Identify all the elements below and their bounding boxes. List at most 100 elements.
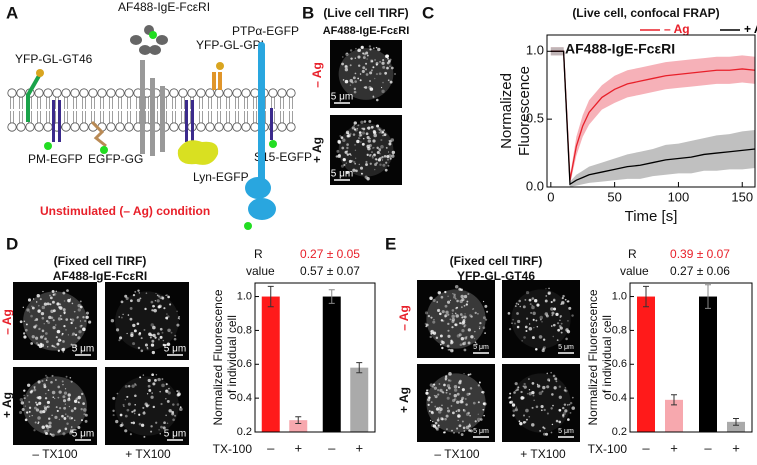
speckle	[515, 389, 517, 392]
speckle	[441, 310, 445, 314]
speckle	[134, 290, 137, 293]
speckle	[368, 45, 372, 48]
speckle	[354, 57, 357, 59]
speckle	[372, 139, 376, 143]
speckle	[55, 290, 57, 293]
speckle	[124, 399, 127, 401]
speckle	[529, 303, 532, 306]
speckle	[137, 289, 140, 292]
speckle	[383, 155, 387, 158]
speckle	[150, 300, 154, 304]
speckle	[154, 378, 157, 382]
speckle	[46, 376, 49, 379]
x-axis-label: TX-100	[213, 442, 253, 456]
speckle	[391, 150, 396, 155]
speckle	[375, 73, 379, 76]
speckle	[379, 163, 382, 166]
speckle	[64, 413, 67, 415]
speckle	[36, 294, 40, 298]
speckle	[363, 120, 367, 123]
egfp-dot	[244, 222, 252, 230]
speckle	[387, 59, 391, 63]
speckle	[472, 308, 474, 311]
speckle	[51, 414, 53, 416]
speckle	[540, 404, 544, 409]
speckle	[461, 420, 464, 423]
speckle	[60, 318, 63, 320]
speckle	[176, 323, 180, 327]
speckle	[167, 295, 170, 299]
speckle	[40, 335, 44, 339]
x-tick-label: –	[704, 440, 712, 455]
x-tick-label: +	[355, 440, 363, 455]
speckle	[366, 154, 369, 156]
speckle	[52, 319, 55, 322]
lipid-head	[196, 122, 206, 132]
speckle	[83, 408, 87, 412]
speckle	[561, 297, 564, 300]
speckle	[388, 142, 392, 146]
speckle	[446, 428, 448, 430]
speckle	[482, 408, 485, 411]
speckle	[62, 308, 66, 312]
speckle	[42, 290, 44, 293]
speckle	[179, 407, 183, 412]
speckle	[357, 64, 361, 67]
speckle	[122, 403, 125, 406]
speckle	[436, 427, 439, 431]
speckle	[376, 98, 379, 102]
speckle	[518, 420, 521, 423]
cell-glow	[426, 289, 486, 349]
speckle	[446, 300, 451, 304]
speckle	[340, 136, 344, 139]
speckle	[452, 411, 455, 415]
speckle	[28, 401, 31, 403]
speckle	[460, 294, 464, 299]
speckle	[447, 407, 449, 409]
speckle	[149, 336, 152, 339]
speckle	[62, 395, 66, 399]
speckle	[452, 292, 454, 295]
speckle	[349, 132, 352, 135]
speckle	[46, 302, 50, 306]
speckle	[430, 333, 433, 335]
speckle	[147, 384, 151, 388]
speckle	[177, 317, 180, 319]
speckle	[385, 54, 389, 59]
speckle	[528, 298, 532, 302]
speckle	[156, 332, 160, 336]
speckle	[517, 303, 520, 305]
scale-bar-label: 5 μm	[558, 344, 574, 351]
speckle	[158, 429, 160, 431]
speckle	[157, 338, 161, 341]
speckle	[485, 318, 488, 321]
speckle	[541, 390, 544, 393]
x-tick-label: –	[642, 440, 650, 455]
speckle	[121, 422, 123, 424]
speckle	[444, 315, 447, 318]
speckle	[132, 294, 136, 297]
speckle	[376, 146, 379, 150]
legend-label: – Ag	[664, 22, 690, 36]
speckle	[164, 344, 167, 347]
speckle	[30, 389, 34, 393]
speckle	[45, 409, 47, 412]
speckle	[23, 394, 26, 397]
y-axis-label: Normalized Fluorescence	[586, 289, 600, 425]
speckle	[373, 133, 377, 138]
speckle	[157, 305, 161, 309]
speckle	[55, 324, 57, 326]
speckle	[155, 374, 158, 376]
speckle	[525, 421, 527, 423]
cell-glow	[23, 291, 87, 351]
speckle	[449, 318, 452, 321]
scale-bar-label: 5 μm	[164, 344, 186, 355]
speckle	[544, 312, 548, 316]
speckle	[362, 66, 366, 70]
speckle	[465, 303, 468, 306]
speckle	[19, 411, 23, 414]
speckle	[357, 55, 361, 59]
y-tick-label: 0.6	[612, 358, 627, 370]
speckle	[454, 323, 458, 327]
speckle	[472, 308, 475, 310]
